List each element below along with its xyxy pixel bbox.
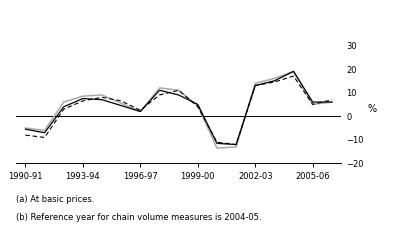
Y-axis label: %: % [368, 104, 377, 114]
Text: (a) At basic prices.: (a) At basic prices. [16, 195, 94, 204]
Text: (b) Reference year for chain volume measures is 2004-05.: (b) Reference year for chain volume meas… [16, 213, 261, 222]
